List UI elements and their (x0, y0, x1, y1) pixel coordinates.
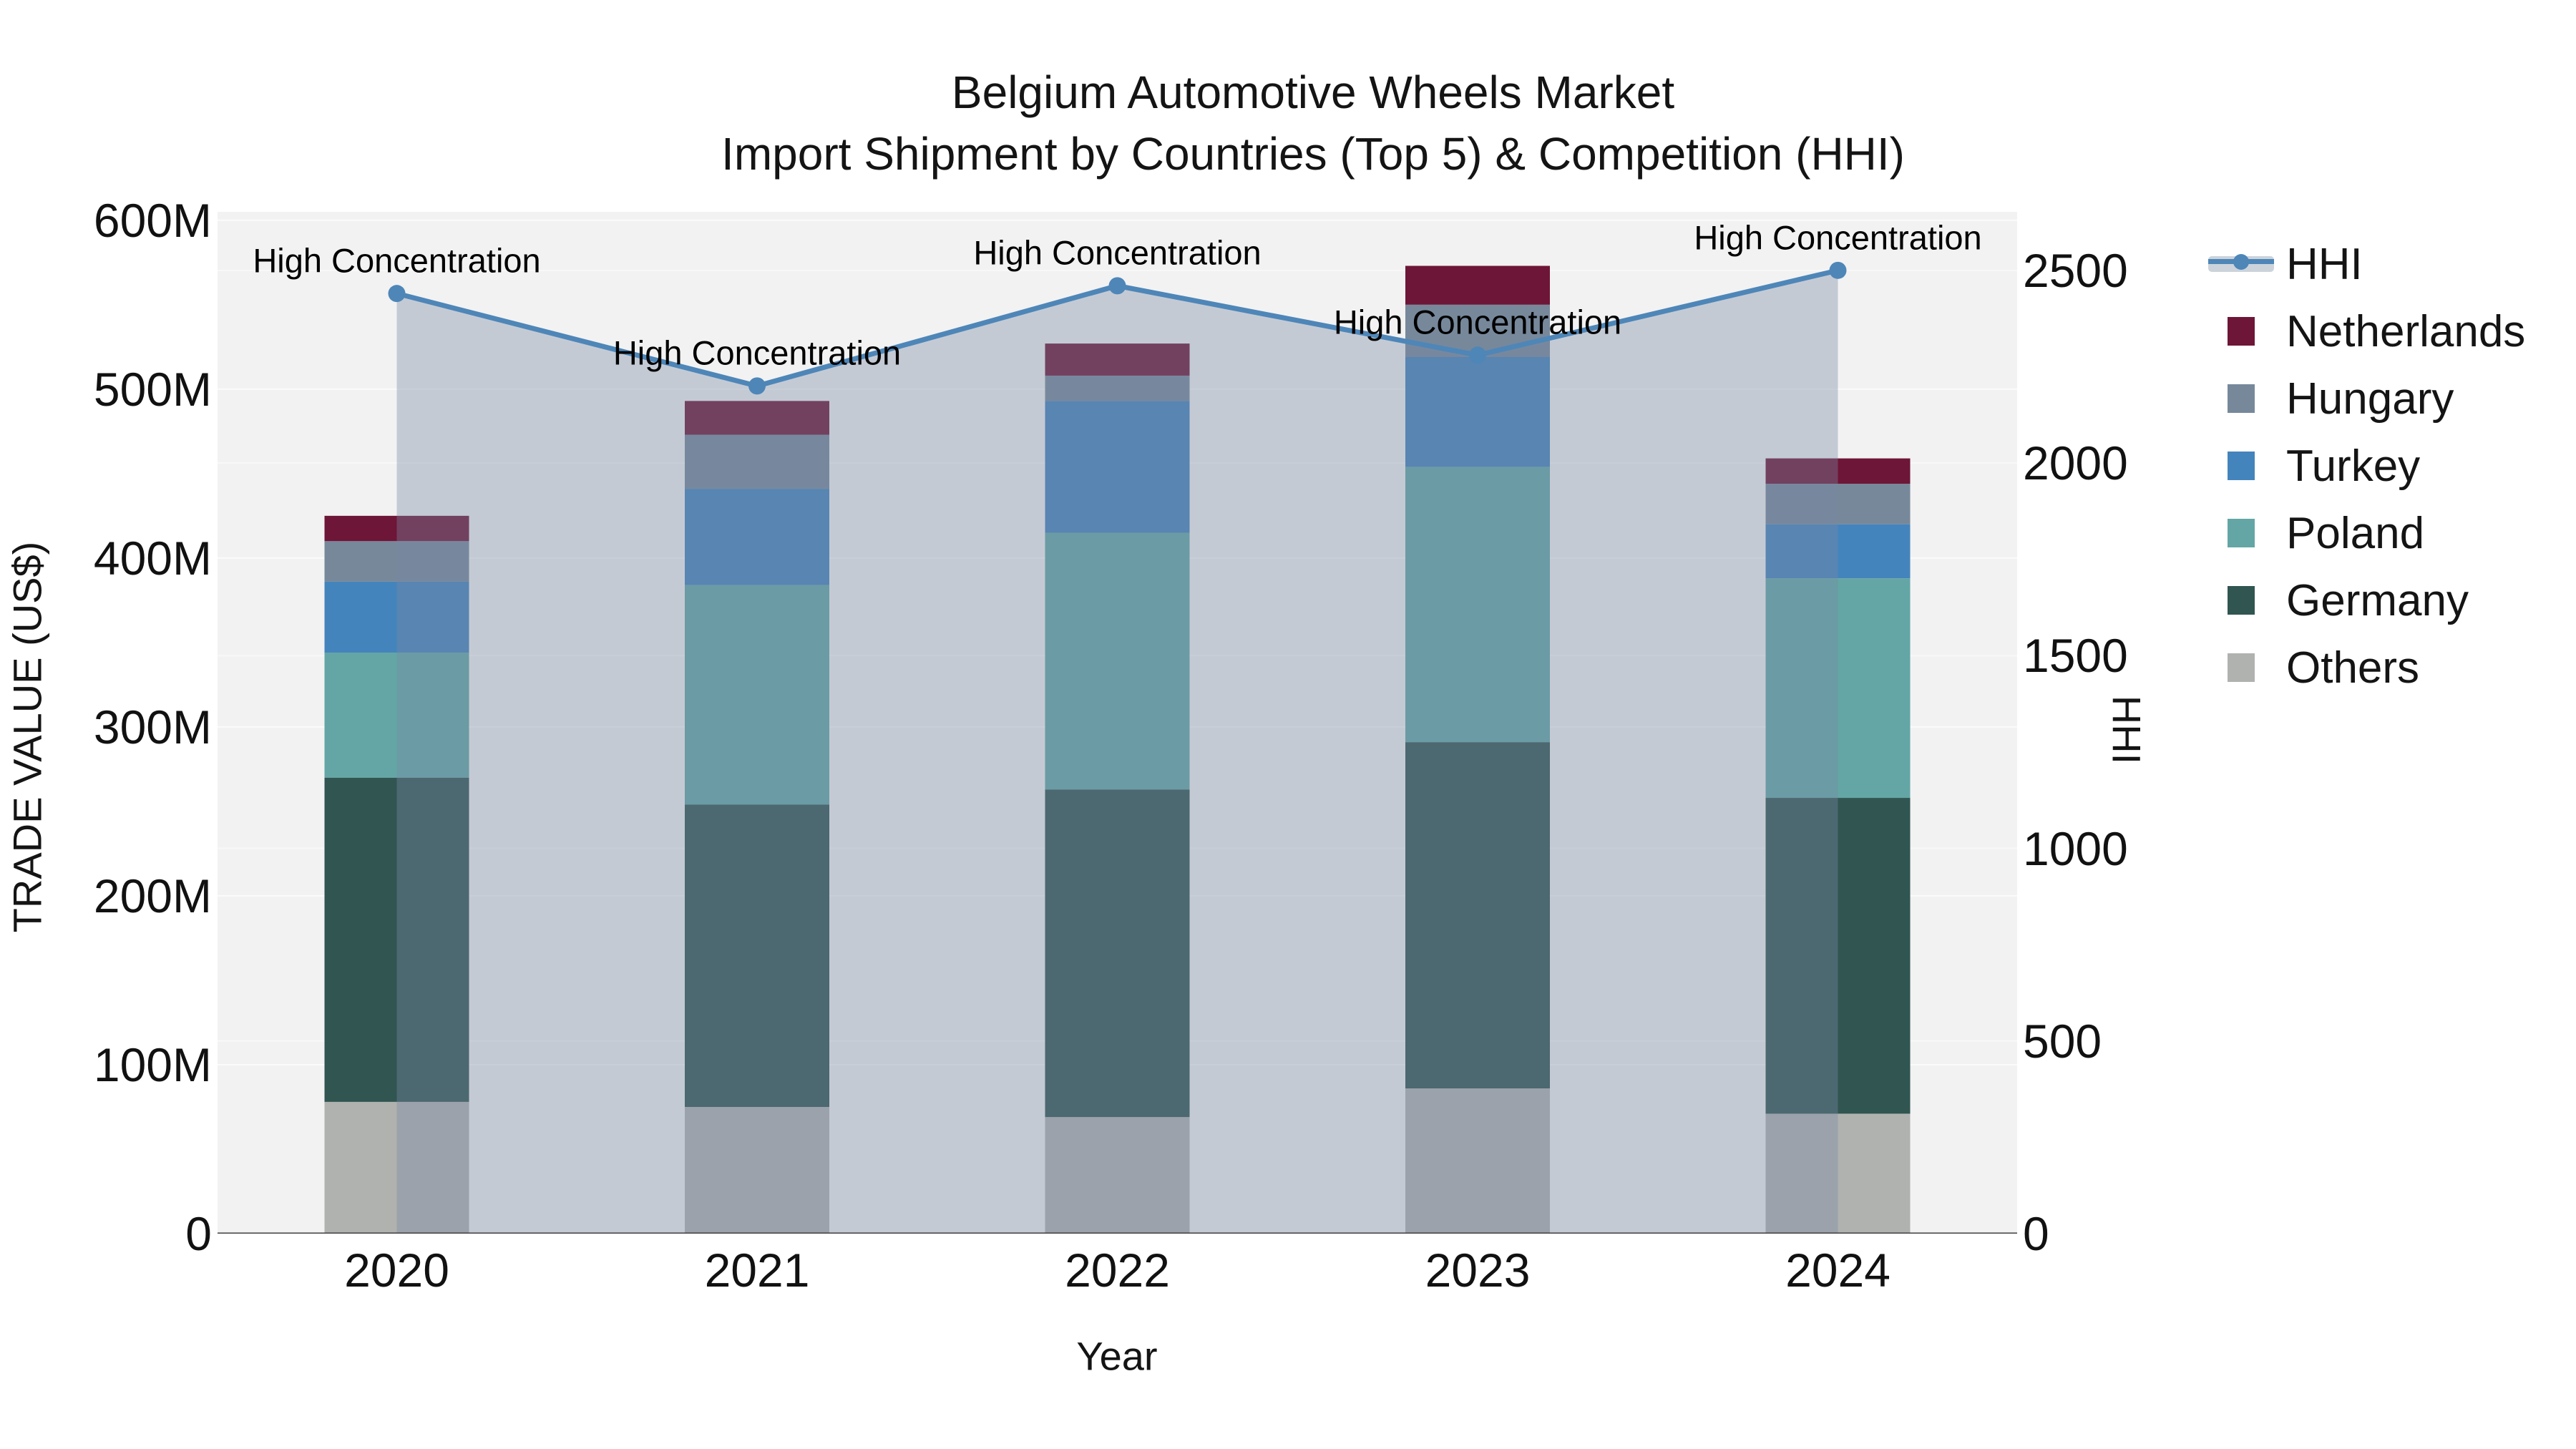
legend-item-poland[interactable]: Poland (2208, 499, 2537, 567)
legend-label-hungary: Hungary (2286, 374, 2454, 424)
bar-segment-hungary-2021[interactable] (685, 434, 829, 489)
y-axis-left-title: TRADE VALUE (US$) (4, 541, 50, 933)
bar-segment-turkey-2020[interactable] (324, 581, 469, 653)
hhi-marker-2023[interactable] (1469, 346, 1486, 364)
y-left-tick-600M: 600M (93, 193, 212, 247)
bar-segment-others-2021[interactable] (685, 1106, 829, 1234)
bar-segment-hungary-2022[interactable] (1045, 375, 1190, 401)
bar-segment-netherlands-2024[interactable] (1765, 458, 1911, 484)
bar-segment-others-2022[interactable] (1045, 1117, 1190, 1234)
hhi-marker-swatch (2233, 254, 2249, 270)
chart-canvas (218, 212, 2017, 1234)
bar-segment-others-2024[interactable] (1765, 1113, 1911, 1234)
bar-segment-germany-2022[interactable] (1045, 789, 1190, 1118)
x-axis-title: Year (1076, 1333, 1158, 1379)
annotation-high-concentration-2023: High Concentration (1333, 303, 1622, 341)
legend-swatch-germany (2228, 586, 2255, 615)
legend-item-netherlands[interactable]: Netherlands (2208, 298, 2537, 365)
hhi-marker-2022[interactable] (1108, 277, 1126, 295)
bar-segment-germany-2024[interactable] (1765, 798, 1911, 1114)
x-tick-2020: 2020 (344, 1244, 449, 1297)
legend-swatch-others (2228, 653, 2255, 682)
y-left-tick-300M: 300M (93, 700, 212, 753)
legend-item-hhi[interactable]: HHI (2208, 230, 2537, 298)
bar-segment-germany-2020[interactable] (324, 777, 469, 1102)
bar-segment-poland-2024[interactable] (1765, 578, 1911, 799)
y-axis-right-title: HHI (2104, 695, 2150, 765)
hhi-marker-2020[interactable] (388, 285, 406, 303)
bar-segment-turkey-2024[interactable] (1765, 524, 1911, 579)
legend-item-germany[interactable]: Germany (2208, 567, 2537, 634)
bar-segment-poland-2020[interactable] (324, 653, 469, 778)
chart-title-line2: Import Shipment by Countries (Top 5) & C… (721, 128, 1905, 180)
bar-segment-poland-2023[interactable] (1405, 467, 1550, 743)
bar-segment-netherlands-2020[interactable] (324, 515, 469, 542)
bar-segment-others-2023[interactable] (1405, 1088, 1550, 1234)
bar-segment-turkey-2021[interactable] (685, 489, 829, 585)
x-tick-2023: 2023 (1425, 1244, 1531, 1297)
bar-segment-germany-2021[interactable] (685, 804, 829, 1107)
chart-title-line1: Belgium Automotive Wheels Market (951, 67, 1675, 118)
plot-area (218, 212, 2017, 1234)
y-left-tick-500M: 500M (93, 362, 212, 416)
legend-swatch-turkey (2228, 452, 2255, 480)
legend-item-others[interactable]: Others (2208, 634, 2537, 701)
y-right-tick-0: 0 (2023, 1207, 2049, 1260)
legend-swatch-netherlands (2228, 317, 2255, 346)
legend-label-netherlands: Netherlands (2286, 306, 2526, 356)
annotation-high-concentration-2021: High Concentration (613, 333, 902, 372)
legend-item-turkey[interactable]: Turkey (2208, 432, 2537, 499)
legend-label-others: Others (2286, 643, 2420, 693)
legend-label-hhi: HHI (2286, 239, 2363, 289)
y-left-tick-0: 0 (185, 1207, 212, 1260)
bar-segment-others-2020[interactable] (324, 1101, 469, 1234)
annotation-high-concentration-2020: High Concentration (253, 241, 541, 280)
hhi-marker-2024[interactable] (1829, 261, 1847, 279)
bar-segment-poland-2022[interactable] (1045, 532, 1190, 790)
bar-segment-poland-2021[interactable] (685, 585, 829, 805)
y-left-tick-200M: 200M (93, 869, 212, 922)
chart-title: Belgium Automotive Wheels Market Import … (0, 62, 2576, 185)
legend-swatch-hungary (2228, 384, 2255, 413)
annotation-high-concentration-2022: High Concentration (973, 233, 1262, 272)
hhi-area-fill (396, 270, 1838, 1234)
legend-swatch-poland (2228, 519, 2255, 547)
y-right-tick-2500: 2500 (2023, 243, 2128, 297)
annotation-high-concentration-2024: High Concentration (1694, 218, 1982, 257)
bar-segment-germany-2023[interactable] (1405, 742, 1550, 1089)
y-left-tick-400M: 400M (93, 531, 212, 585)
bar-segment-netherlands-2021[interactable] (685, 401, 829, 435)
bar-segment-turkey-2023[interactable] (1405, 356, 1550, 467)
bar-segment-netherlands-2023[interactable] (1405, 265, 1550, 305)
bar-segment-turkey-2022[interactable] (1045, 401, 1190, 533)
y-right-tick-1500: 1500 (2023, 629, 2128, 683)
x-tick-2022: 2022 (1065, 1244, 1170, 1297)
y-right-tick-500: 500 (2023, 1014, 2102, 1068)
hhi-marker-2021[interactable] (748, 377, 766, 395)
x-tick-2021: 2021 (704, 1244, 810, 1297)
bar-segment-netherlands-2022[interactable] (1045, 343, 1190, 376)
y-right-tick-2000: 2000 (2023, 436, 2128, 490)
legend-label-turkey: Turkey (2286, 441, 2421, 491)
legend-label-poland: Poland (2286, 508, 2425, 558)
y-left-tick-100M: 100M (93, 1038, 212, 1091)
x-tick-2024: 2024 (1785, 1244, 1890, 1297)
legend-item-hungary[interactable]: Hungary (2208, 365, 2537, 432)
bar-segment-hungary-2020[interactable] (324, 541, 469, 582)
y-right-tick-1000: 1000 (2023, 821, 2128, 875)
legend-label-germany: Germany (2286, 575, 2469, 625)
hhi-area-swatch (2208, 254, 2274, 272)
bar-segment-hungary-2024[interactable] (1765, 484, 1911, 525)
